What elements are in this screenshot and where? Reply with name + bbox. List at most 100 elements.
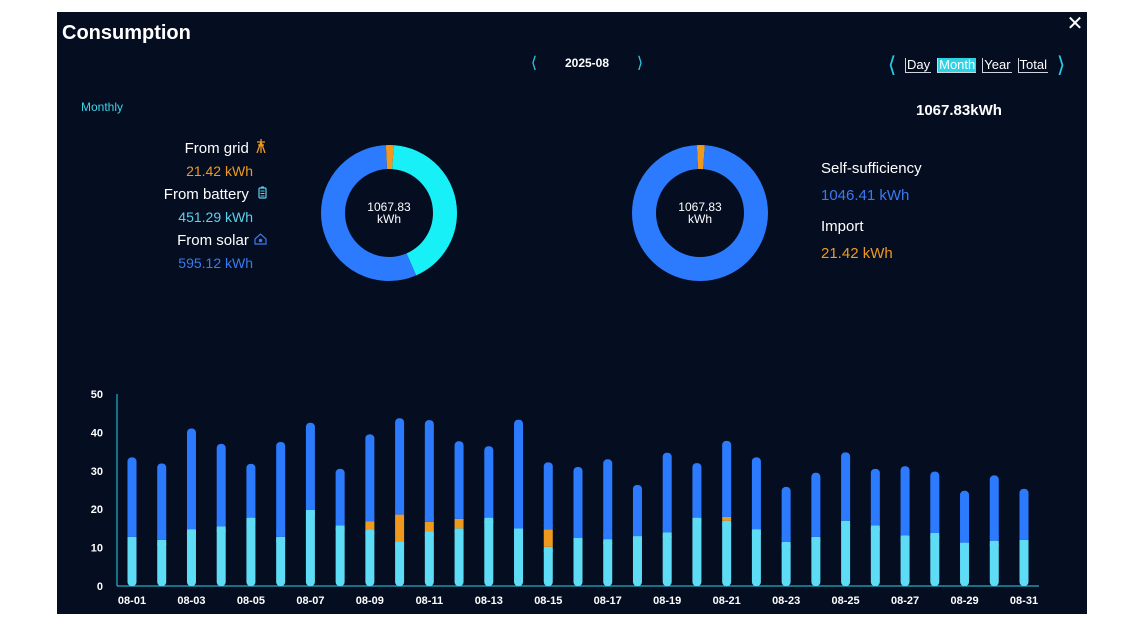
bar-08-15[interactable]: [543, 462, 553, 586]
bar-segment-08-21-0: [722, 520, 732, 586]
bar-segment-fill: [514, 523, 524, 529]
bar-segment-fill: [305, 504, 315, 510]
bar-segment-08-18-2: [632, 485, 642, 537]
bar-08-08[interactable]: [335, 468, 345, 586]
bar-segment-fill: [900, 530, 910, 536]
bar-08-10[interactable]: [395, 418, 405, 586]
bar-segment-08-28-0: [930, 533, 940, 586]
bar-segment-fill: [692, 512, 702, 518]
bar-segment-fill: [365, 529, 375, 535]
bar-segment-08-23-2: [781, 486, 791, 542]
bar-segment-08-19-2: [662, 452, 672, 533]
bar-08-28[interactable]: [930, 471, 940, 586]
bar-segment-fill: [365, 516, 375, 522]
bar-segment-fill: [335, 520, 345, 526]
bar-08-23[interactable]: [781, 486, 791, 586]
bar-segment-08-27-0: [900, 535, 910, 586]
bar-segment-fill: [722, 511, 732, 517]
bar-segment-08-11-2: [424, 420, 434, 522]
bar-08-17[interactable]: [603, 459, 613, 586]
donut1-segment-1: [321, 145, 457, 281]
bar-08-21[interactable]: [722, 440, 732, 586]
bar-segment-08-03-0: [186, 529, 196, 586]
bar-08-11[interactable]: [424, 420, 434, 586]
next-month-icon[interactable]: ⟩: [636, 55, 644, 72]
x-tick-label: 08-17: [594, 595, 622, 607]
bar-segment-08-07-0: [305, 509, 315, 586]
bar-08-09[interactable]: [365, 434, 375, 586]
x-tick-label: 08-21: [713, 595, 741, 607]
bar-segment-fill: [662, 532, 672, 538]
bar-segment-08-17-2: [603, 459, 613, 540]
bar-08-27[interactable]: [900, 466, 910, 586]
bar-segment-08-06-2: [276, 442, 286, 537]
bar-08-14[interactable]: [514, 419, 524, 586]
close-icon[interactable]: ✕: [1066, 13, 1084, 35]
source-solar: From solar 595.12 kWh: [177, 232, 267, 271]
source-solar-value: 595.12 kWh: [178, 255, 253, 271]
sufficiency-summary: Self-sufficiency 1046.41 kWh Import 21.4…: [821, 160, 922, 272]
bar-08-18[interactable]: [632, 485, 642, 586]
bar-segment-fill: [841, 515, 851, 521]
range-total-button[interactable]: Total: [1017, 56, 1049, 73]
bar-segment-08-10-1: [395, 514, 405, 542]
bar-08-01[interactable]: [127, 457, 137, 586]
bar-segment-08-05-0: [246, 517, 256, 586]
bar-08-05[interactable]: [246, 463, 256, 586]
bar-08-02[interactable]: [157, 463, 167, 586]
bar-08-26[interactable]: [870, 468, 880, 586]
range-year-button[interactable]: Year: [982, 56, 1012, 73]
bar-08-07[interactable]: [305, 422, 315, 586]
range-prev-icon[interactable]: ⟨: [887, 52, 897, 77]
bar-08-03[interactable]: [186, 428, 196, 586]
bar-segment-08-23-0: [781, 541, 791, 586]
range-day-button[interactable]: Day: [905, 56, 932, 73]
bar-segment-fill: [424, 531, 434, 537]
bar-08-22[interactable]: [751, 457, 761, 586]
bar-segment-08-09-1: [365, 521, 375, 530]
bar-08-29[interactable]: [960, 490, 970, 586]
self-sufficiency-value: 1046.41 kWh: [821, 187, 910, 204]
bar-segment-fill: [454, 528, 464, 534]
bar-segment-fill: [930, 528, 940, 534]
bar-segment-08-25-0: [841, 520, 851, 586]
bar-segment-fill: [722, 520, 732, 526]
total-consumption-value: 1067.83kWh: [916, 102, 1002, 119]
bar-08-24[interactable]: [811, 472, 821, 586]
donut1-segment-0: [321, 145, 457, 281]
bar-08-31[interactable]: [1019, 488, 1029, 586]
house-solar-icon: [253, 232, 267, 249]
bar-08-13[interactable]: [484, 446, 494, 586]
bar-segment-08-26-2: [870, 468, 880, 526]
bar-segment-fill: [305, 509, 315, 515]
bar-segment-fill: [603, 534, 613, 540]
prev-month-icon[interactable]: ⟨: [530, 55, 538, 72]
bar-segment-08-19-0: [662, 532, 672, 586]
bar-08-16[interactable]: [573, 466, 583, 586]
bar-08-12[interactable]: [454, 441, 464, 586]
page-title: Consumption: [62, 22, 191, 44]
bar-segment-fill: [484, 512, 494, 518]
bar-segment-08-13-2: [484, 446, 494, 518]
consumption-panel: Consumption ✕ ⟨ 2025-08 ⟩ ⟨ Day Month Ye…: [57, 12, 1087, 614]
bar-08-25[interactable]: [841, 452, 851, 586]
range-next-icon[interactable]: ⟩: [1056, 52, 1066, 77]
bar-segment-fill: [781, 536, 791, 542]
bar-segment-08-09-0: [365, 529, 375, 586]
bar-segment-fill: [841, 520, 851, 526]
bar-segment-08-24-0: [811, 536, 821, 586]
bar-segment-08-08-0: [335, 525, 345, 586]
bar-08-20[interactable]: [692, 463, 702, 586]
y-tick-label: 20: [91, 504, 103, 516]
bar-segment-08-12-2: [454, 441, 464, 519]
bar-segment-08-02-2: [157, 463, 167, 540]
bar-08-04[interactable]: [216, 443, 226, 586]
bar-08-19[interactable]: [662, 452, 672, 586]
range-month-button[interactable]: Month: [937, 56, 977, 73]
bar-segment-fill: [632, 531, 642, 537]
bar-08-06[interactable]: [276, 442, 286, 586]
donut1-segment-2: [321, 145, 457, 281]
import-value: 21.42 kWh: [821, 245, 893, 262]
bar-08-30[interactable]: [989, 475, 999, 586]
bar-segment-08-15-1: [543, 529, 553, 547]
